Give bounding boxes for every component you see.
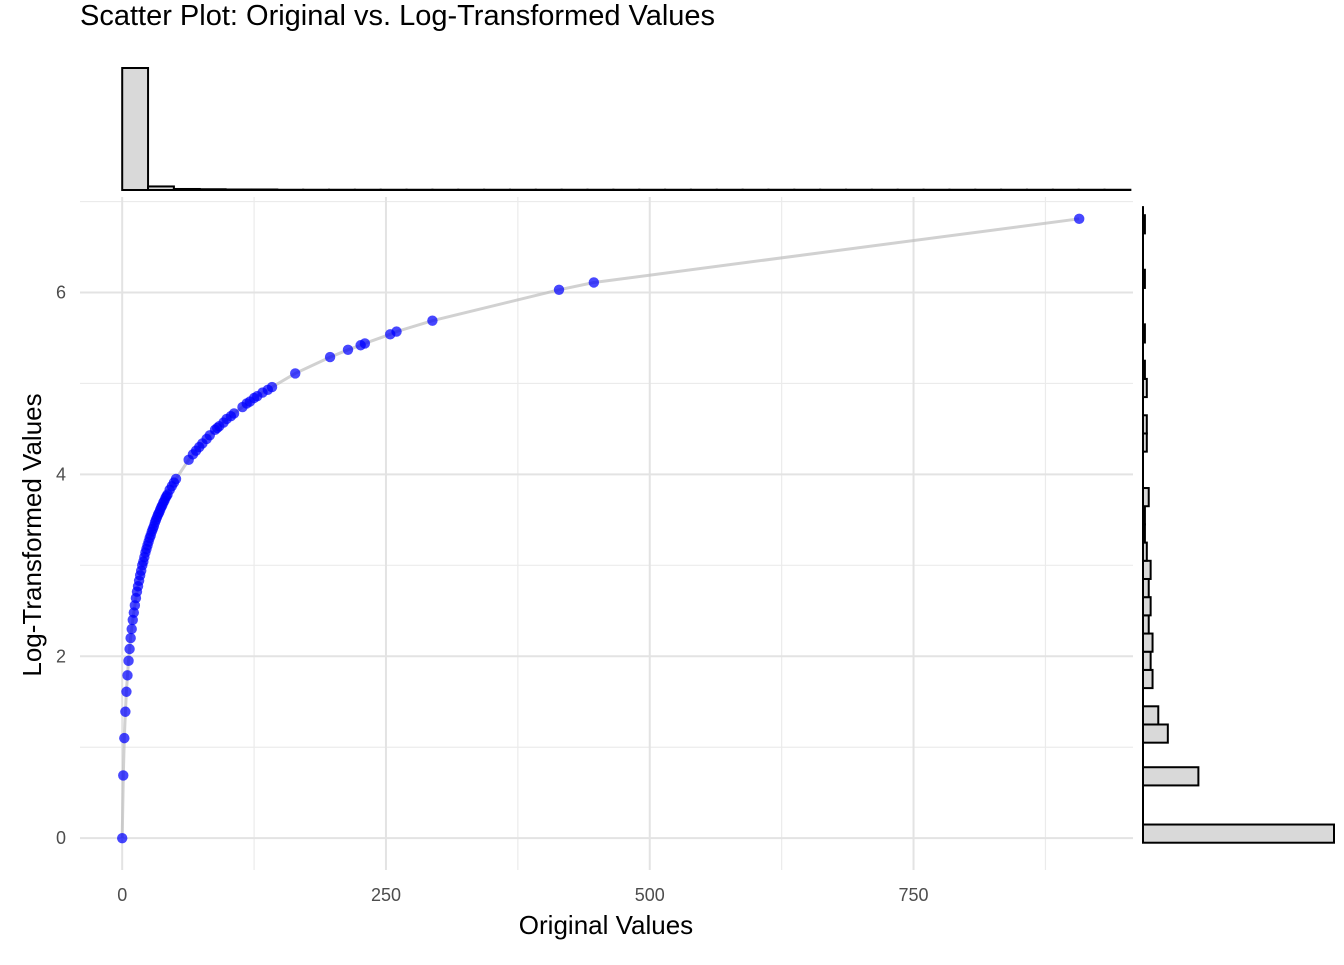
top-histogram-bar (148, 186, 174, 190)
data-point (119, 733, 129, 743)
data-point (360, 338, 370, 348)
grid (80, 197, 1133, 870)
right-histogram-bar (1143, 215, 1145, 233)
right-histogram-bar (1143, 488, 1149, 506)
data-point (121, 687, 131, 697)
data-point (589, 277, 599, 287)
x-tick-label: 0 (117, 885, 127, 905)
chart-title: Scatter Plot: Original vs. Log-Transform… (80, 0, 715, 32)
right-histogram-bar (1143, 652, 1151, 670)
y-tick-label: 6 (56, 282, 66, 302)
right-histogram-bar (1143, 543, 1147, 561)
x-tick-label: 750 (899, 885, 929, 905)
y-tick-label: 0 (56, 828, 66, 848)
right-histogram-bar (1143, 579, 1149, 597)
data-point (124, 644, 134, 654)
right-histogram-bar (1143, 670, 1153, 688)
data-point (171, 474, 181, 484)
right-histogram-bar (1143, 415, 1147, 433)
right-histogram-bar (1143, 767, 1198, 785)
top-marginal-histogram (122, 68, 1130, 190)
right-histogram-bar (1143, 361, 1145, 379)
data-point (427, 315, 437, 325)
y-axis-ticks: 0 2 4 6 (56, 282, 66, 848)
right-histogram-bar (1143, 615, 1149, 633)
data-point (343, 345, 353, 355)
right-histogram-bar (1143, 379, 1147, 397)
data-point (267, 382, 277, 392)
right-histogram-bar (1143, 597, 1151, 615)
top-histogram-bar (200, 189, 226, 190)
right-histogram-bar (1143, 524, 1145, 542)
top-histogram-bar (174, 189, 200, 190)
data-point (117, 833, 127, 843)
y-tick-label: 2 (56, 646, 66, 666)
data-point (120, 707, 130, 717)
right-histogram-bar (1143, 433, 1147, 451)
right-histogram-bar (1143, 324, 1145, 342)
x-axis-ticks: 0 250 500 750 (117, 885, 928, 905)
top-histogram-bar (226, 189, 252, 190)
data-point (122, 670, 132, 680)
series-line (122, 219, 1079, 838)
x-tick-label: 500 (635, 885, 665, 905)
top-histogram-bar (251, 189, 277, 190)
x-tick-label: 250 (371, 885, 401, 905)
y-axis-title: Log-Transformed Values (17, 393, 47, 676)
right-histogram-bar (1143, 825, 1334, 843)
right-histogram-bar (1143, 706, 1158, 724)
data-point (325, 352, 335, 362)
data-point (125, 633, 135, 643)
right-histogram-bar (1143, 634, 1153, 652)
data-point (290, 368, 300, 378)
data-point (127, 624, 137, 634)
right-histogram-bar (1143, 561, 1151, 579)
top-histogram-bar (122, 68, 148, 190)
data-point (123, 656, 133, 666)
points-layer (117, 214, 1084, 844)
right-histogram-bar (1143, 270, 1145, 288)
main-plot-panel: 0 250 500 750 0 2 4 6 (56, 197, 1133, 905)
data-point (1074, 214, 1084, 224)
right-histogram-bar (1143, 724, 1168, 742)
right-histogram-bar (1143, 506, 1145, 524)
data-point (554, 285, 564, 295)
right-marginal-histogram (1143, 206, 1334, 843)
x-axis-title: Original Values (519, 910, 693, 940)
data-point (118, 770, 128, 780)
data-point (229, 408, 239, 418)
data-point (391, 326, 401, 336)
y-tick-label: 4 (56, 464, 66, 484)
series-line-layer (122, 219, 1079, 838)
